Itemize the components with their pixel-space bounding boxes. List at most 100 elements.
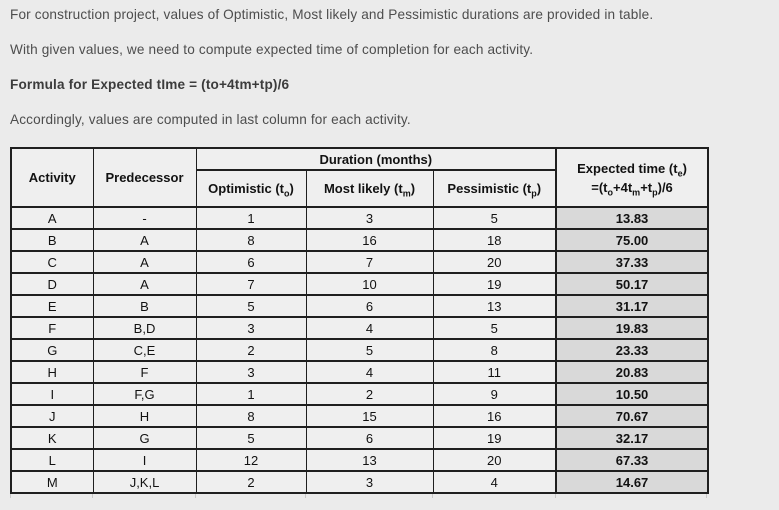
cell-activity: M [10, 470, 94, 494]
cell-activity: A [10, 206, 94, 230]
cell-activity: C [10, 250, 94, 274]
cell-expected: 70.67 [555, 404, 709, 428]
table-row: H F 3 4 11 20.83 [10, 360, 709, 384]
cell-most-likely: 3 [305, 206, 434, 230]
cell-most-likely: 2 [305, 382, 434, 406]
cell-pessimistic: 8 [432, 338, 557, 362]
cell-optimistic: 2 [195, 338, 307, 362]
cell-activity: G [10, 338, 94, 362]
cell-expected: 13.83 [555, 206, 709, 230]
cell-activity: J [10, 404, 94, 428]
cell-optimistic: 3 [195, 360, 307, 384]
cell-optimistic: 1 [195, 382, 307, 406]
table-row: F B,D 3 4 5 19.83 [10, 316, 709, 340]
table-row: B A 8 16 18 75.00 [10, 228, 709, 252]
table-row: J H 8 15 16 70.67 [10, 404, 709, 428]
cell-pessimistic: 19 [432, 272, 557, 296]
cell-pessimistic: 4 [432, 470, 557, 494]
cell-most-likely: 13 [305, 448, 434, 472]
cell-pessimistic: 11 [432, 360, 557, 384]
cell-predecessor: B [92, 294, 197, 318]
cell-expected: 10.50 [555, 382, 709, 406]
table-row: M J,K,L 2 3 4 14.67 [10, 470, 709, 494]
table-body: A -1 3 5 13.83 B A 8 16 18 75.00 C A 6 7 20 37.33 D A 7 10 19… [10, 206, 709, 494]
header-activity: Activity [10, 147, 94, 208]
cell-predecessor: I [92, 448, 197, 472]
cell-most-likely: 5 [305, 338, 434, 362]
cell-expected: 50.17 [555, 272, 709, 296]
header-expected-time: Expected time (te) =(to+4tm+tp)/6 [555, 147, 709, 208]
cell-pessimistic: 20 [432, 250, 557, 274]
cell-predecessor: H [92, 404, 197, 428]
table-row: D A 7 10 19 50.17 [10, 272, 709, 296]
intro-line-4: Accordingly, values are computed in last… [10, 112, 411, 127]
cell-optimistic: 5 [195, 426, 307, 450]
cell-predecessor: A [92, 272, 197, 296]
cell-expected: 14.67 [555, 470, 709, 494]
cell-pessimistic: 5 [432, 206, 557, 230]
cell-activity: K [10, 426, 94, 450]
cell-activity: I [10, 382, 94, 406]
cell-most-likely: 4 [305, 316, 434, 340]
cell-expected: 20.83 [555, 360, 709, 384]
cell-predecessor: A [92, 250, 197, 274]
cell-predecessor: G [92, 426, 197, 450]
table-header-row-1: Activity Predecessor Duration (months) E… [10, 147, 709, 208]
cell-optimistic: 8 [195, 228, 307, 252]
cell-predecessor: A [92, 228, 197, 252]
cell-predecessor: F [92, 360, 197, 384]
cell-most-likely: 3 [305, 470, 434, 494]
cell-predecessor: F,G [92, 382, 197, 406]
cell-optimistic: 3 [195, 316, 307, 340]
cell-expected: 31.17 [555, 294, 709, 318]
cell-pessimistic: 19 [432, 426, 557, 450]
excel-gridline-stubs [10, 494, 707, 499]
table-header-row-2: Optimistic (to) Most likely (tm) Pessimi… [11, 169, 708, 208]
header-duration-group: Duration (months) [195, 147, 557, 171]
cell-activity: E [10, 294, 94, 318]
cell-activity: L [10, 448, 94, 472]
cell-predecessor: - [92, 206, 197, 230]
cell-activity: H [10, 360, 94, 384]
table-row: A -1 3 5 13.83 [10, 206, 709, 230]
cell-pessimistic: 16 [432, 404, 557, 428]
cell-expected: 19.83 [555, 316, 709, 340]
header-most-likely: Most likely (tm) [305, 169, 434, 208]
cell-expected: 37.33 [555, 250, 709, 274]
table-row: E B 5 6 13 31.17 [10, 294, 709, 318]
formula-line: Formula for Expected tIme = (to+4tm+tp)/… [10, 77, 290, 92]
expected-time-formula: =(to+4tm+tp)/6 [591, 179, 673, 198]
cell-optimistic: 8 [195, 404, 307, 428]
expected-time-title: Expected time (te) [577, 160, 687, 179]
table-row: I F,G 1 2 9 10.50 [10, 382, 709, 406]
cell-optimistic: 6 [195, 250, 307, 274]
cell-pessimistic: 20 [432, 448, 557, 472]
intro-text: For construction project, values of Opti… [10, 7, 769, 127]
cell-activity: D [10, 272, 94, 296]
cell-pessimistic: 18 [432, 228, 557, 252]
intro-line-1: For construction project, values of Opti… [10, 7, 654, 22]
cell-expected: 67.33 [555, 448, 709, 472]
cell-most-likely: 7 [305, 250, 434, 274]
cell-most-likely: 4 [305, 360, 434, 384]
cell-activity: F [10, 316, 94, 340]
cell-most-likely: 16 [305, 228, 434, 252]
cell-optimistic: 12 [195, 448, 307, 472]
cell-optimistic: 7 [195, 272, 307, 296]
cell-predecessor: J,K,L [92, 470, 197, 494]
cell-optimistic: 2 [195, 470, 307, 494]
cell-most-likely: 6 [305, 294, 434, 318]
header-pessimistic: Pessimistic (tp) [432, 169, 557, 208]
cell-pessimistic: 9 [432, 382, 557, 406]
cell-expected: 75.00 [555, 228, 709, 252]
cell-predecessor: C,E [92, 338, 197, 362]
cell-expected: 32.17 [555, 426, 709, 450]
table-row: G C,E 2 5 8 23.33 [10, 338, 709, 362]
page: For construction project, values of Opti… [10, 7, 769, 499]
cell-pessimistic: 5 [432, 316, 557, 340]
header-optimistic: Optimistic (to) [195, 169, 307, 208]
cell-optimistic: 5 [195, 294, 307, 318]
cell-most-likely: 6 [305, 426, 434, 450]
cell-expected: 23.33 [555, 338, 709, 362]
header-predecessor: Predecessor [92, 147, 197, 208]
